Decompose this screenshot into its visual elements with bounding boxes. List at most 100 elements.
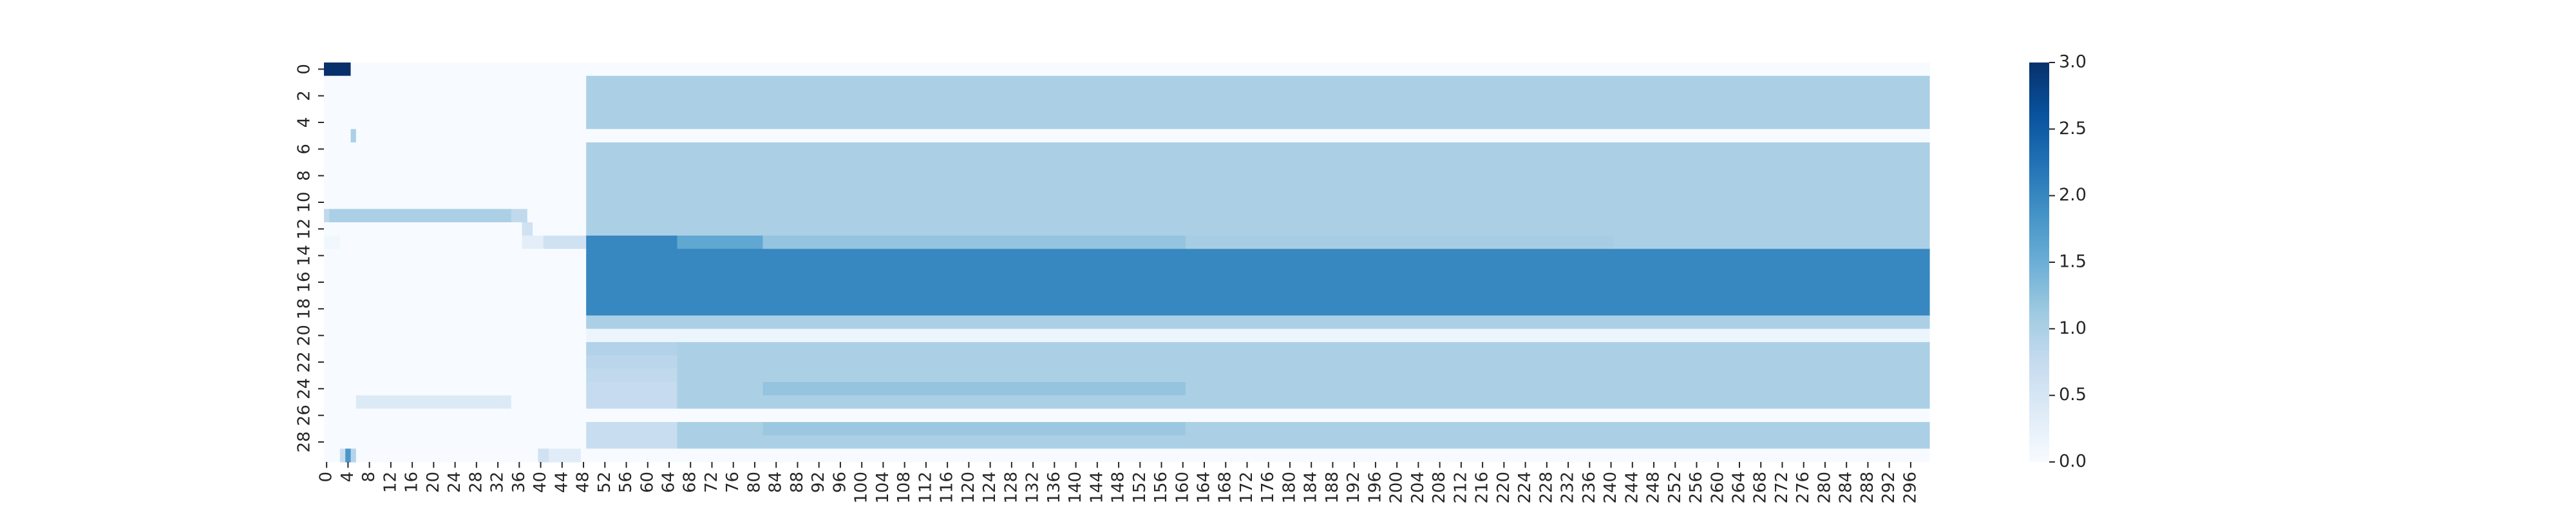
heatmap-cell	[586, 395, 678, 409]
y-tick-label: 28	[295, 431, 314, 452]
heatmap-cell	[586, 342, 678, 356]
heatmap-cells	[324, 62, 1930, 463]
colorbar-gradient	[2029, 62, 2049, 462]
x-tick-label: 244	[1622, 472, 1642, 504]
x-tick-label: 28	[466, 472, 486, 493]
x-tick-label: 80	[744, 472, 764, 493]
heatmap-cell	[329, 209, 512, 223]
heatmap-cell	[324, 369, 587, 383]
x-tick-label: 216	[1473, 472, 1492, 504]
y-tick-label: 14	[295, 245, 314, 266]
heatmap-cell	[586, 302, 1930, 316]
x-tick-label: 144	[1087, 472, 1106, 504]
heatmap-cell	[586, 382, 678, 396]
heatmap-cell	[324, 342, 587, 356]
x-tick-label: 116	[938, 472, 957, 504]
heatmap-cell	[522, 222, 533, 236]
x-tick-label: 4	[338, 472, 357, 483]
heatmap-cell	[324, 209, 330, 223]
heatmap-cell	[324, 289, 587, 303]
colorbar: 0.0 0.5 1.0 1.5 2.0 2.5 3.0	[2029, 52, 2087, 472]
heatmap-cell	[324, 249, 587, 263]
heatmap-cell	[522, 235, 544, 249]
colorbar-tick-label: 1.5	[2059, 252, 2087, 272]
y-tick-label: 26	[295, 405, 314, 426]
heatmap-cell	[677, 435, 1930, 449]
heatmap-cell	[324, 302, 587, 316]
x-tick-label: 12	[381, 472, 400, 493]
heatmap-cell	[586, 329, 1930, 343]
heatmap-cell	[677, 395, 1930, 409]
heatmap-cell	[533, 222, 587, 236]
heatmap-cell	[324, 395, 357, 409]
y-tick-label: 20	[295, 325, 314, 346]
heatmap-cell	[586, 249, 1930, 263]
heatmap-cell	[324, 448, 341, 463]
heatmap-cell	[511, 209, 528, 223]
x-tick-label: 236	[1580, 472, 1599, 504]
heatmap-cell	[345, 448, 352, 463]
x-tick-label: 252	[1665, 472, 1685, 504]
x-tick-label: 56	[616, 472, 636, 493]
x-tick-label: 256	[1687, 472, 1706, 504]
heatmap-cell	[527, 209, 587, 223]
heatmap-cell	[324, 275, 587, 289]
x-tick-label: 32	[488, 472, 507, 493]
heatmap-cell	[1185, 235, 1615, 249]
x-tick-label: 140	[1066, 472, 1085, 504]
heatmap-cell	[677, 422, 764, 436]
y-tick-label: 10	[295, 191, 314, 213]
x-tick-label: 264	[1730, 472, 1749, 504]
colorbar-tick-label: 2.0	[2059, 185, 2087, 205]
x-tick-label: 192	[1344, 472, 1363, 504]
x-tick-label: 92	[809, 472, 828, 493]
x-tick-label: 108	[895, 472, 914, 504]
heatmap-cell	[586, 142, 1930, 157]
heatmap-cell	[538, 448, 549, 463]
heatmap-cell	[324, 355, 587, 369]
x-tick-label: 60	[638, 472, 657, 493]
heatmap-cell	[586, 289, 1930, 303]
colorbar-tick-label: 3.0	[2059, 52, 2087, 72]
x-tick-label: 64	[659, 472, 678, 493]
x-tick-label: 164	[1195, 472, 1214, 504]
x-tick-label: 168	[1216, 472, 1235, 504]
x-tick-label: 296	[1900, 472, 1920, 504]
x-tick-label: 152	[1130, 472, 1150, 504]
x-tick-label: 48	[574, 472, 593, 493]
x-tick-label: 0	[317, 472, 336, 483]
heatmap-cell	[677, 355, 1930, 369]
x-tick-label: 88	[788, 472, 807, 493]
heatmap-cell	[762, 422, 1186, 436]
heatmap-cell	[586, 102, 1930, 117]
heatmap-cell	[586, 435, 678, 449]
x-tick-label: 288	[1858, 472, 1877, 504]
x-tick-label: 272	[1772, 472, 1792, 504]
colorbar-ticks: 0.0 0.5 1.0 1.5 2.0 2.5 3.0	[2049, 52, 2087, 472]
heatmap-cell	[324, 435, 587, 449]
x-tick-label: 172	[1237, 472, 1256, 504]
heatmap-cell	[324, 75, 587, 90]
heatmap-cell	[339, 235, 523, 249]
y-tick-label: 22	[295, 351, 314, 372]
x-tick-label: 184	[1302, 472, 1321, 504]
heatmap-cell	[677, 235, 764, 249]
x-tick-label: 96	[830, 472, 849, 493]
heatmap-cell	[543, 235, 587, 249]
x-tick-label: 128	[1001, 472, 1021, 504]
colorbar-tick-label: 0.0	[2059, 452, 2087, 472]
heatmap-cell	[549, 448, 582, 463]
heatmap-cell	[586, 369, 678, 383]
heatmap-cell	[324, 222, 523, 236]
heatmap-cell	[677, 369, 1930, 383]
x-tick-label: 104	[873, 472, 893, 504]
heatmap-cell	[324, 129, 352, 143]
colorbar-tick-label: 1.0	[2059, 318, 2087, 338]
x-tick-label: 112	[916, 472, 935, 504]
heatmap-cell	[350, 62, 1930, 77]
heatmap-cell	[762, 235, 1186, 249]
x-tick-label: 180	[1280, 472, 1299, 504]
x-tick-label: 248	[1644, 472, 1663, 504]
heatmap-cell	[324, 102, 587, 117]
